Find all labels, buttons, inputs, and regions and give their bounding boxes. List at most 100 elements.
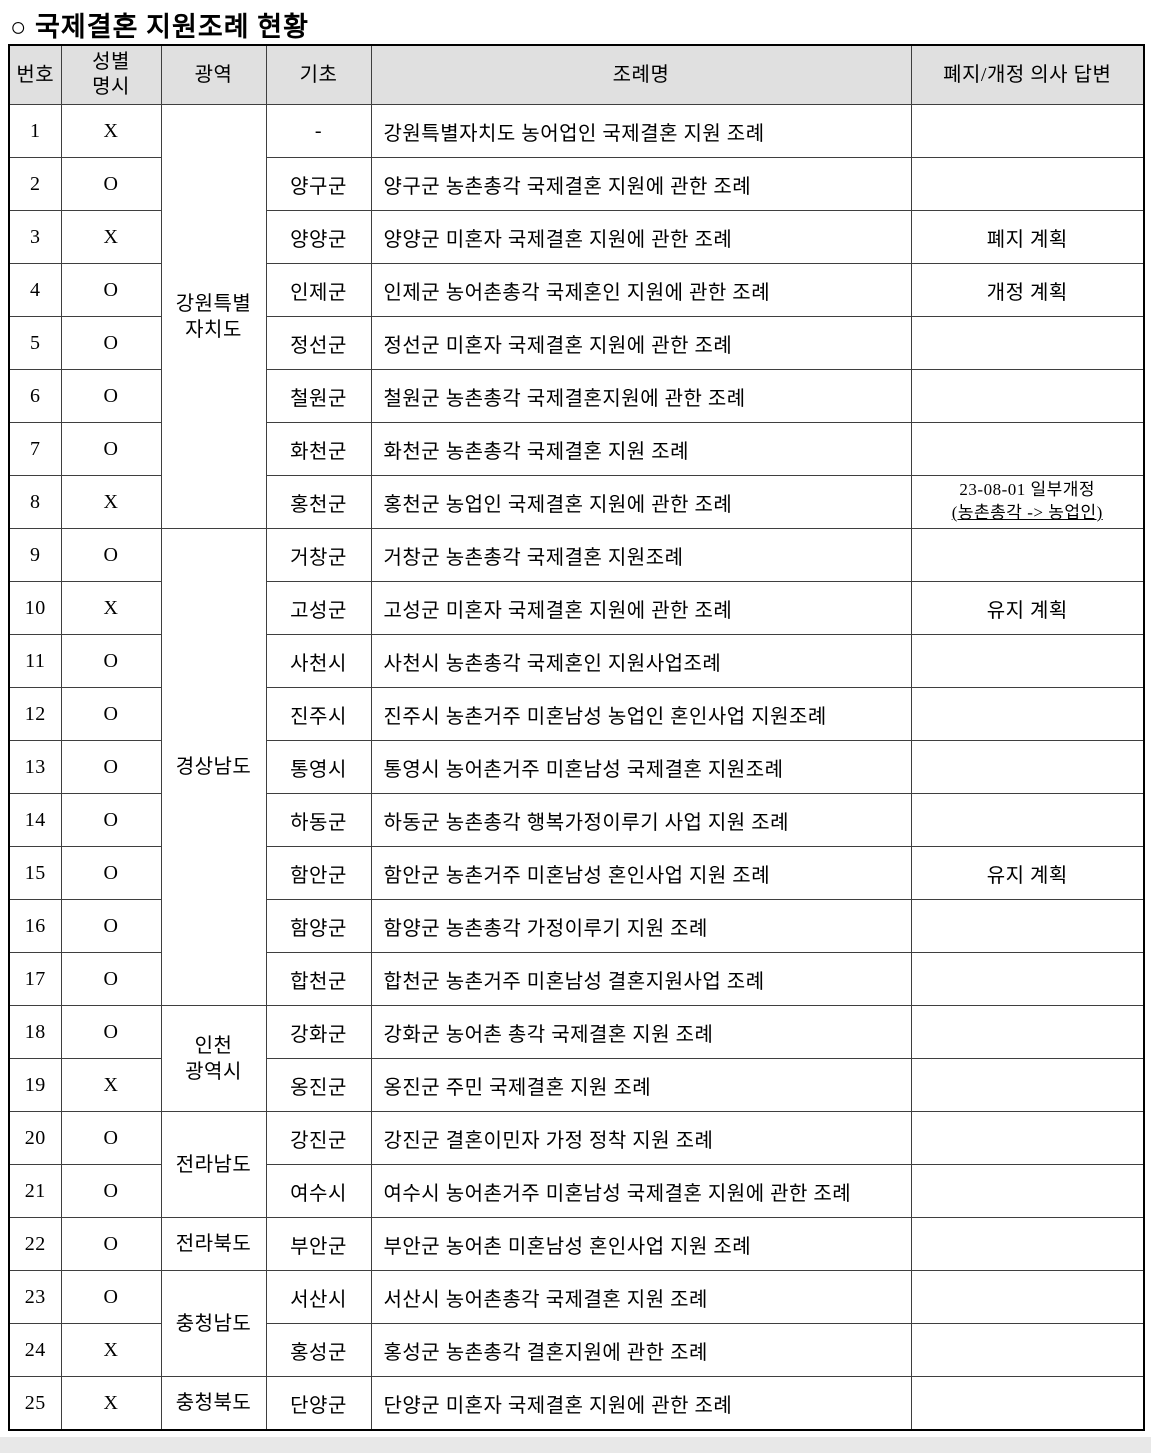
row-number-cell: 23 [8,1270,62,1324]
row-number-cell: 17 [8,952,62,1006]
row-number-cell: 1 [8,104,62,158]
gender-cell: O [60,263,162,317]
row-number-cell: 14 [8,793,62,847]
district-cell: 부안군 [265,1217,372,1271]
province-cell: 경상남도 [160,528,267,1006]
gender-cell: O [60,1005,162,1059]
province-cell: 전라북도 [160,1217,267,1271]
ordinance-cell: 강화군 농어촌 총각 국제결혼 지원 조례 [370,1005,912,1059]
ordinance-table: 번호 성별 명시 광역 기초 조례명 폐지/개정 의사 답변 1 X 강원특별 … [8,44,1145,1431]
answer-cell [910,1164,1145,1218]
ordinance-cell: 홍성군 농촌총각 결혼지원에 관한 조례 [370,1323,912,1377]
ordinance-cell: 하동군 농촌총각 행복가정이루기 사업 지원 조례 [370,793,912,847]
table-row: 7 O 화천군 화천군 농촌총각 국제결혼 지원 조례 [8,422,1145,476]
answer-cell [910,1005,1145,1059]
province-cell: 인천 광역시 [160,1005,267,1112]
answer-cell [910,157,1145,211]
table-row: 17 O 합천군 합천군 농촌거주 미혼남성 결혼지원사업 조례 [8,952,1145,1006]
answer-line1: 23-08-01 일부개정 [959,480,1096,500]
ordinance-cell: 서산시 농어촌총각 국제결혼 지원 조례 [370,1270,912,1324]
table-row: 13 O 통영시 통영시 농어촌거주 미혼남성 국제결혼 지원조례 [8,740,1145,794]
table-row: 22 O 전라북도 부안군 부안군 농어촌 미혼남성 혼인사업 지원 조례 [8,1217,1145,1271]
ordinance-cell: 철원군 농촌총각 국제결혼지원에 관한 조례 [370,369,912,423]
ordinance-cell: 옹진군 주민 국제결혼 지원 조례 [370,1058,912,1112]
row-number-cell: 9 [8,528,62,582]
row-number-cell: 21 [8,1164,62,1218]
header-province: 광역 [160,44,267,105]
row-number-cell: 18 [8,1005,62,1059]
ordinance-cell: 단양군 미혼자 국제결혼 지원에 관한 조례 [370,1376,912,1431]
answer-cell [910,369,1145,423]
gender-cell: O [60,793,162,847]
district-cell: 서산시 [265,1270,372,1324]
province-cell: 전라남도 [160,1111,267,1218]
answer-cell [910,1270,1145,1324]
gender-cell: X [60,581,162,635]
gender-cell: X [60,1058,162,1112]
gender-cell: X [60,1376,162,1431]
answer-cell: 유지 계획 [910,581,1145,635]
answer-cell [910,104,1145,158]
answer-cell [910,422,1145,476]
district-cell: 홍천군 [265,475,372,529]
gender-cell: O [60,846,162,900]
ordinance-cell: 여수시 농어촌거주 미혼남성 국제결혼 지원에 관한 조례 [370,1164,912,1218]
gender-cell: O [60,157,162,211]
table-row: 23 O 충청남도 서산시 서산시 농어촌총각 국제결혼 지원 조례 [8,1270,1145,1377]
row-number-cell: 3 [8,210,62,264]
ordinance-cell: 부안군 농어촌 미혼남성 혼인사업 지원 조례 [370,1217,912,1271]
row-number-cell: 11 [8,634,62,688]
ordinance-cell: 강원특별자치도 농어업인 국제결혼 지원 조례 [370,104,912,158]
ordinance-cell: 양구군 농촌총각 국제결혼 지원에 관한 조례 [370,157,912,211]
table-row: 8 X 홍천군 홍천군 농업인 국제결혼 지원에 관한 조례 23-08-01 … [8,475,1145,529]
gender-cell: O [60,1270,162,1324]
district-cell: 진주시 [265,687,372,741]
gender-cell: O [60,1111,162,1165]
gender-cell: O [60,1164,162,1218]
ordinance-cell: 사천시 농촌총각 국제혼인 지원사업조례 [370,634,912,688]
answer-cell [910,1323,1145,1377]
ordinance-cell: 홍천군 농업인 국제결혼 지원에 관한 조례 [370,475,912,529]
province-cell: 충청북도 [160,1376,267,1431]
header-district: 기초 [265,44,372,105]
row-number-cell: 25 [8,1376,62,1431]
district-cell: 단양군 [265,1376,372,1431]
answer-cell [910,1111,1145,1165]
ordinance-cell: 진주시 농촌거주 미혼남성 농업인 혼인사업 지원조례 [370,687,912,741]
page-edge-strip [0,1437,1151,1453]
district-cell: 함안군 [265,846,372,900]
header-no: 번호 [8,44,62,105]
district-cell: 철원군 [265,369,372,423]
row-number-cell: 6 [8,369,62,423]
gender-cell: O [60,316,162,370]
row-number-cell: 8 [8,475,62,529]
gender-cell: O [60,899,162,953]
district-cell: 정선군 [265,316,372,370]
gender-cell: O [60,528,162,582]
table-row: 6 O 철원군 철원군 농촌총각 국제결혼지원에 관한 조례 [8,369,1145,423]
row-number-cell: 15 [8,846,62,900]
district-cell: 거창군 [265,528,372,582]
gender-cell: O [60,740,162,794]
ordinance-cell: 인제군 농어촌총각 국제혼인 지원에 관한 조례 [370,263,912,317]
header-answer: 폐지/개정 의사 답변 [910,44,1145,105]
district-cell: 고성군 [265,581,372,635]
district-cell: 통영시 [265,740,372,794]
answer-cell: 유지 계획 [910,846,1145,900]
district-cell: 홍성군 [265,1323,372,1377]
ordinance-cell: 정선군 미혼자 국제결혼 지원에 관한 조례 [370,316,912,370]
district-cell: 하동군 [265,793,372,847]
answer-cell [910,1217,1145,1271]
district-cell: 여수시 [265,1164,372,1218]
answer-cell: 폐지 계획 [910,210,1145,264]
row-number-cell: 12 [8,687,62,741]
gender-cell: X [60,210,162,264]
table-row: 18 O 인천 광역시 강화군 강화군 농어촌 총각 국제결혼 지원 조례 [8,1005,1145,1112]
ordinance-cell: 양양군 미혼자 국제결혼 지원에 관한 조례 [370,210,912,264]
table-row: 25 X 충청북도 단양군 단양군 미혼자 국제결혼 지원에 관한 조례 [8,1376,1145,1431]
table-row: 1 X 강원특별 자치도 - 강원특별자치도 농어업인 국제결혼 지원 조례 [8,104,1145,529]
row-number-cell: 7 [8,422,62,476]
district-cell: 함양군 [265,899,372,953]
row-number-cell: 2 [8,157,62,211]
answer-cell [910,952,1145,1006]
